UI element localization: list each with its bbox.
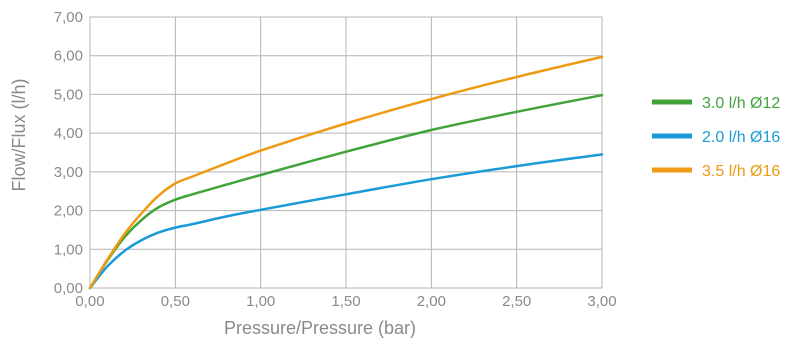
x-tick-label: 3,00	[587, 293, 616, 310]
y-tick-label: 2,00	[54, 203, 83, 220]
x-axis-ticks: 0,00 0,50 1,00 1,50 2,00 2,50 3,00	[75, 293, 616, 310]
x-tick-label: 1,00	[246, 293, 275, 310]
y-tick-label: 5,00	[54, 86, 83, 103]
x-tick-label: 0,00	[75, 293, 104, 310]
legend-label: 3.5 l/h Ø16	[702, 163, 780, 180]
x-tick-label: 2,50	[502, 293, 531, 310]
y-tick-label: 7,00	[54, 9, 83, 26]
grid-lines	[90, 17, 602, 288]
y-tick-label: 4,00	[54, 125, 83, 142]
x-tick-label: 0,50	[161, 293, 190, 310]
y-tick-label: 3,00	[54, 164, 83, 181]
series-line	[88, 55, 604, 290]
x-axis-title: Pressure/Pressure (bar)	[224, 318, 416, 338]
y-tick-label: 6,00	[54, 48, 83, 65]
series-line	[88, 93, 604, 290]
legend-swatch	[652, 133, 692, 139]
y-tick-label: 0,00	[54, 280, 83, 297]
series-lines	[88, 55, 604, 290]
legend-label: 2.0 l/h Ø16	[702, 129, 780, 146]
y-axis-ticks: 0,00 1,00 2,00 3,00 4,00 5,00 6,00 7,00	[54, 9, 83, 297]
x-tick-label: 1,50	[331, 293, 360, 310]
legend: 3.0 l/h Ø12 2.0 l/h Ø16 3.5 l/h Ø16	[652, 95, 780, 180]
y-axis-title: Flow/Flux (l/h)	[9, 78, 29, 191]
series-line	[88, 153, 604, 290]
y-tick-label: 1,00	[54, 241, 83, 258]
legend-swatch	[652, 167, 692, 173]
x-tick-label: 2,00	[417, 293, 446, 310]
legend-label: 3.0 l/h Ø12	[702, 95, 780, 112]
legend-swatch	[652, 99, 692, 105]
